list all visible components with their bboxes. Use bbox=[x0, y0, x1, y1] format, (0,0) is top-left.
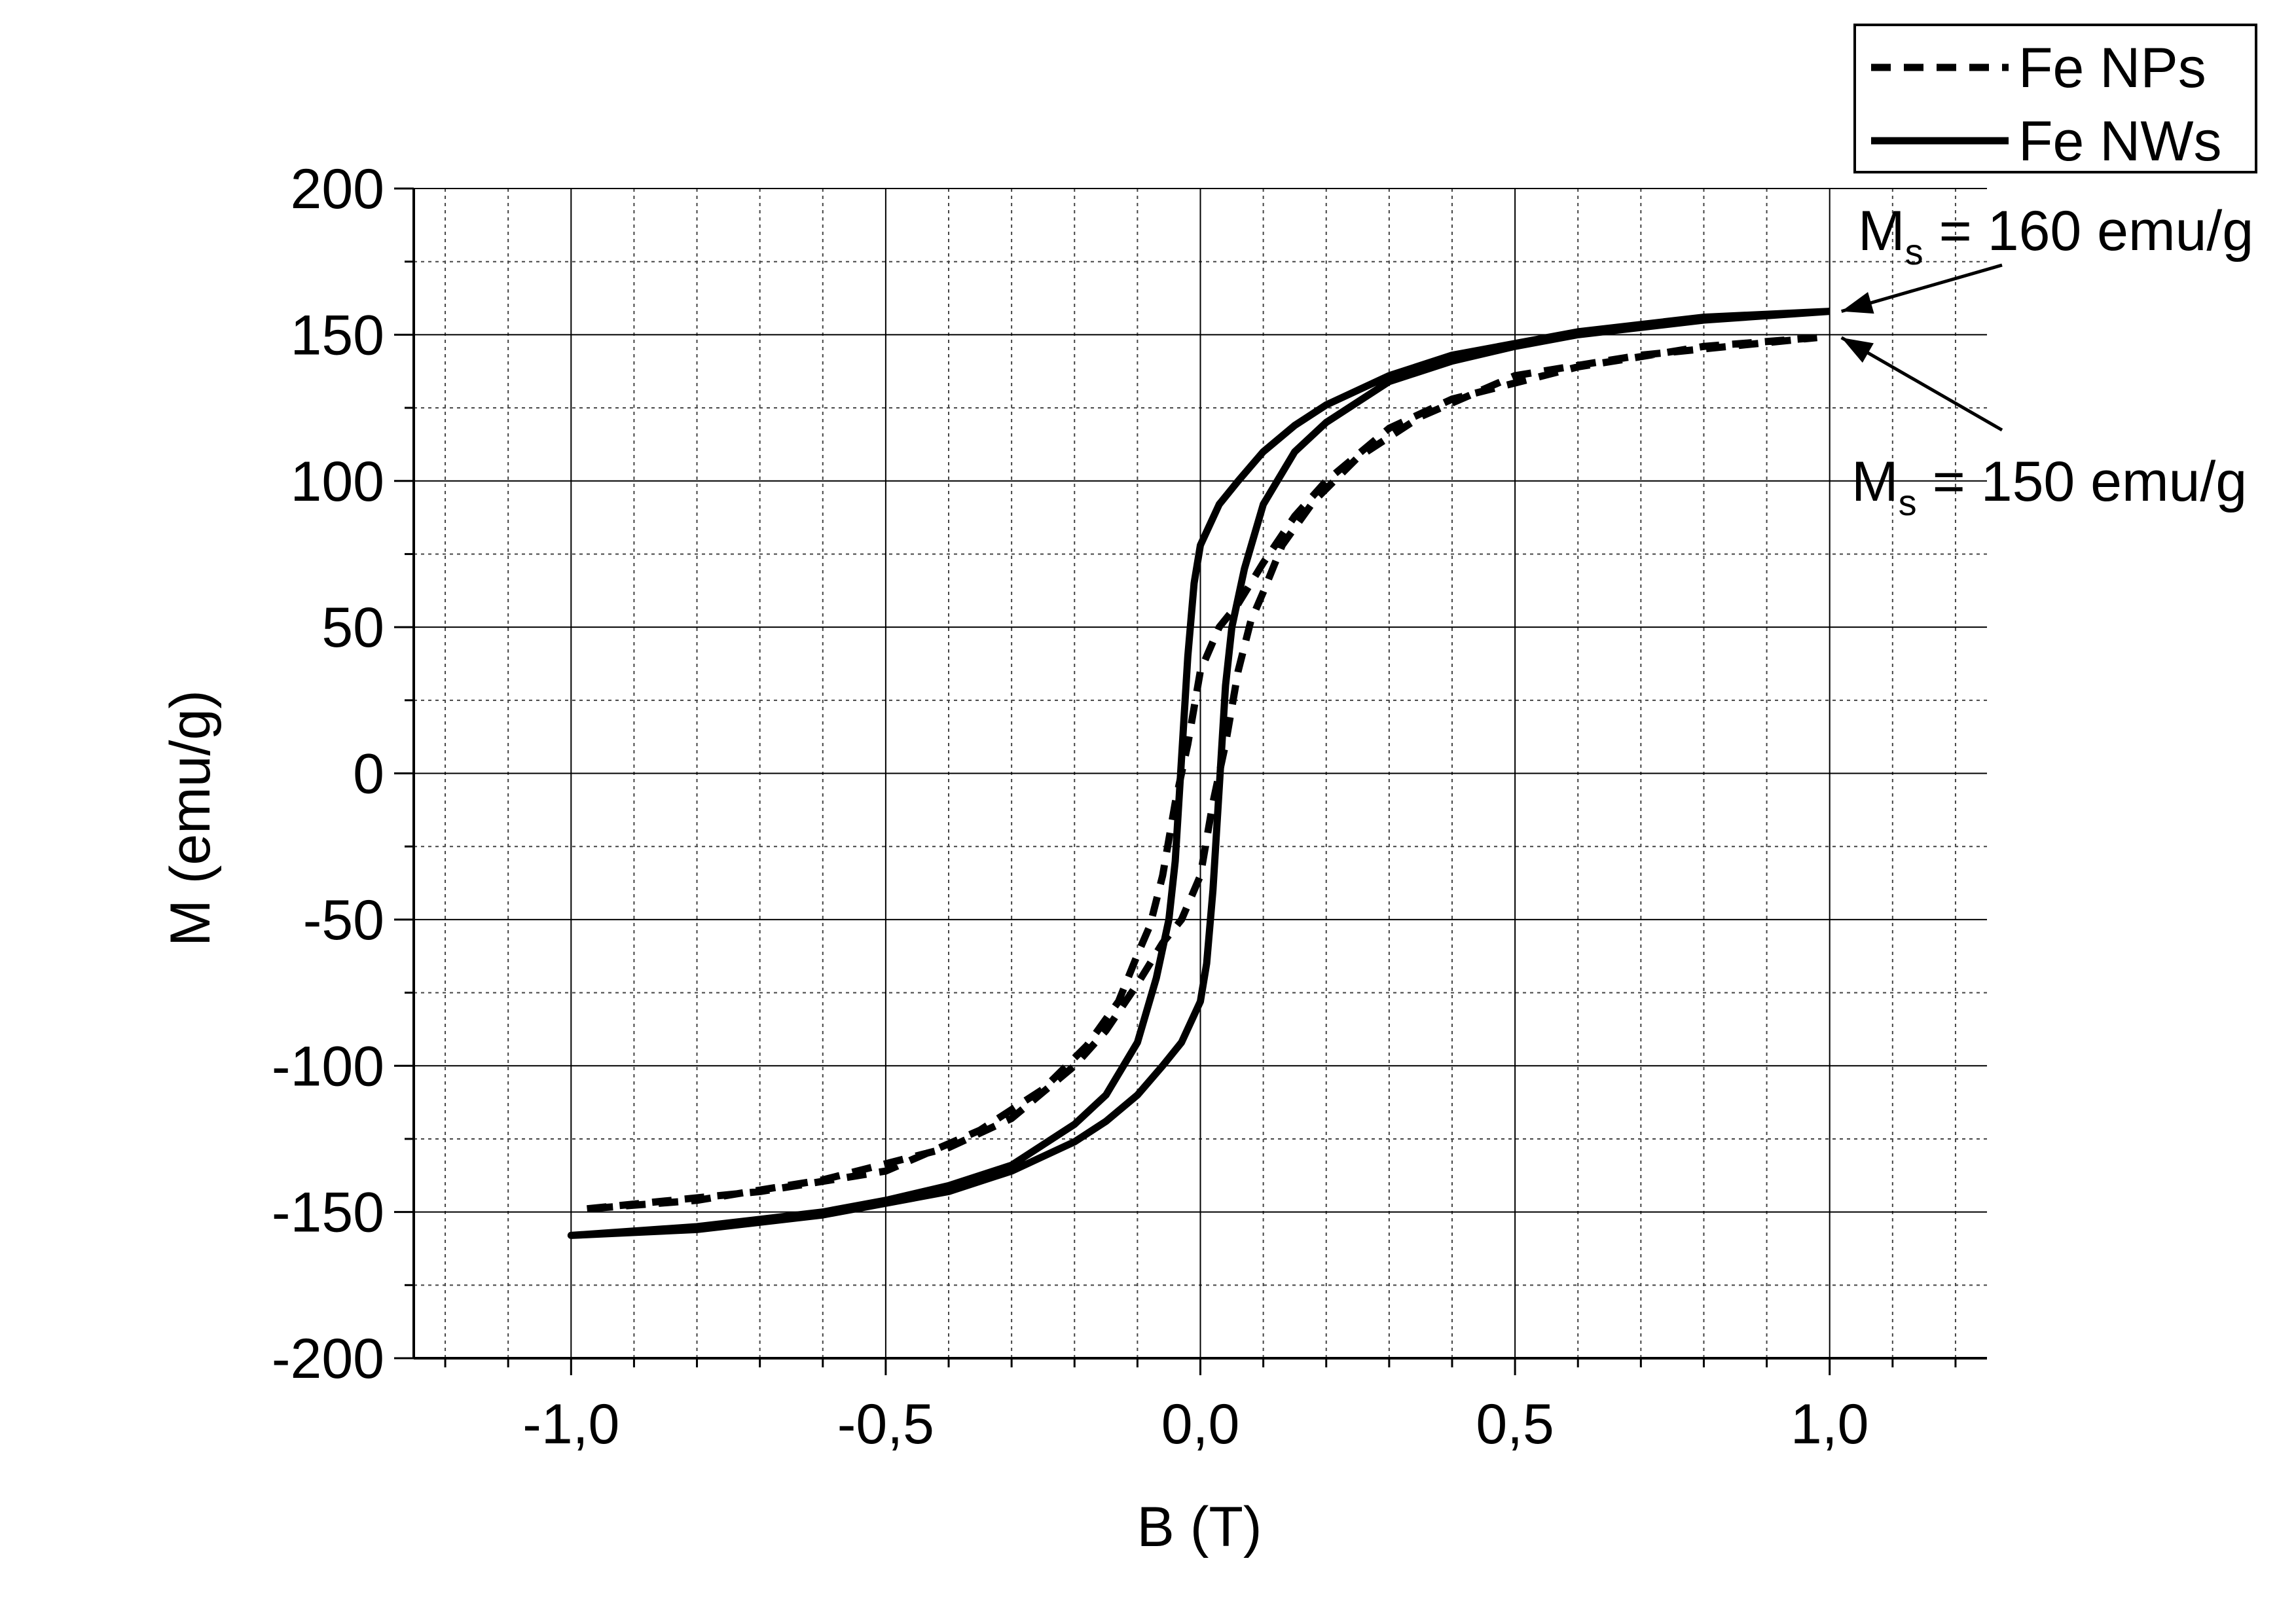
annotation-arrow bbox=[1840, 336, 2003, 432]
y-tick-label: -150 bbox=[272, 1181, 384, 1244]
annotation-value: = 160 emu/g bbox=[1939, 200, 2254, 262]
arrow-head bbox=[1841, 337, 1874, 363]
annotation-symbol: M bbox=[1851, 450, 1899, 513]
y-tick-label: -100 bbox=[272, 1035, 384, 1098]
y-tick-label: 50 bbox=[321, 596, 384, 659]
legend-label: Fe NWs bbox=[2018, 110, 2222, 173]
arrow-head bbox=[1841, 292, 1874, 314]
y-axis-title: M (emu/g) bbox=[159, 690, 222, 946]
annotation-value: = 150 emu/g bbox=[1933, 450, 2248, 513]
x-tick-label: 0,5 bbox=[1476, 1393, 1554, 1456]
y-tick-label: 200 bbox=[291, 158, 385, 221]
y-tick-label: -200 bbox=[272, 1327, 384, 1390]
legend-box bbox=[1853, 24, 2257, 173]
data-line bbox=[580, 334, 1818, 1213]
y-tick-label: 100 bbox=[291, 450, 385, 513]
x-axis-title: B (T) bbox=[1137, 1496, 1262, 1559]
x-tick-label: -1,0 bbox=[522, 1393, 619, 1456]
y-tick-label: 0 bbox=[353, 743, 384, 806]
x-tick-label: -0,5 bbox=[837, 1393, 934, 1456]
y-tick-label: -50 bbox=[303, 889, 384, 952]
annotation-subscript: s bbox=[1899, 482, 1917, 523]
annotation-symbol: M bbox=[1858, 200, 1905, 262]
x-tick-label: 1,0 bbox=[1791, 1393, 1869, 1456]
x-tick-label: 0,0 bbox=[1161, 1393, 1240, 1456]
annotation-subscript: s bbox=[1905, 231, 1923, 272]
annotation: Ms = 150 emu/g bbox=[1851, 450, 2247, 523]
y-tick-label: 150 bbox=[291, 304, 385, 367]
annotation: Ms = 160 emu/g bbox=[1858, 200, 2253, 272]
data-line bbox=[567, 308, 1831, 1239]
legend-label: Fe NPs bbox=[2018, 37, 2206, 99]
